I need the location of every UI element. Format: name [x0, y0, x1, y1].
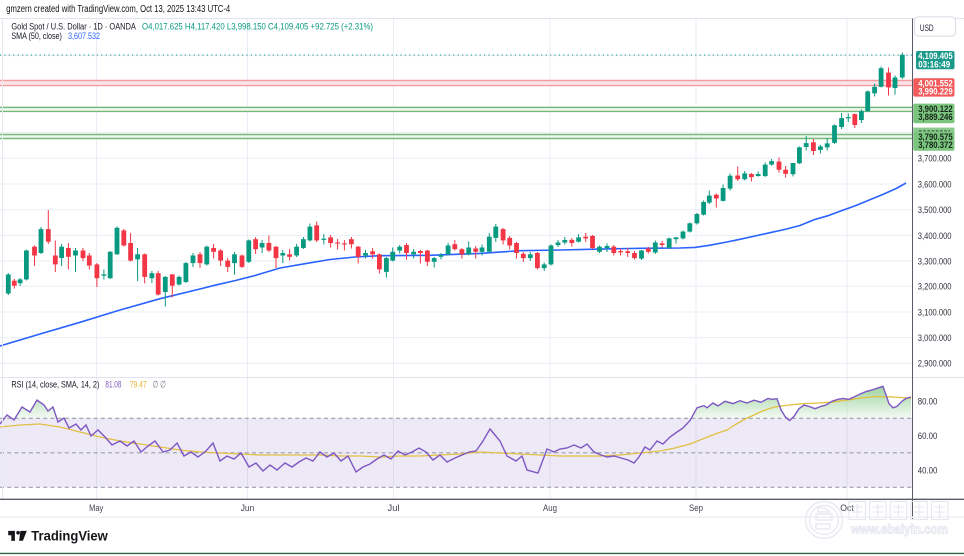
svg-text:60.00: 60.00: [918, 431, 938, 441]
svg-text:80.00: 80.00: [918, 396, 938, 406]
svg-text:3,100.000: 3,100.000: [918, 307, 952, 317]
svg-text:gmzern created with TradingVie: gmzern created with TradingView.com, Oct…: [6, 4, 230, 15]
svg-text:3,000.000: 3,000.000: [918, 333, 952, 343]
svg-text:40.00: 40.00: [918, 466, 938, 476]
svg-text:3,889.246: 3,889.246: [918, 112, 953, 122]
svg-text:3,400.000: 3,400.000: [918, 231, 952, 241]
svg-text:3,300.000: 3,300.000: [918, 256, 952, 266]
svg-text:4,109.405: 4,109.405: [918, 51, 953, 61]
svg-text:4,001.552: 4,001.552: [918, 79, 953, 89]
svg-text:3,600.000: 3,600.000: [918, 179, 952, 189]
svg-text:3,700.000: 3,700.000: [918, 154, 952, 164]
svg-text:RSI (14, close, SMA, 14, 2): RSI (14, close, SMA, 14, 2): [11, 379, 99, 390]
svg-text:USD: USD: [920, 23, 934, 34]
svg-text:2,900.000: 2,900.000: [918, 359, 952, 369]
svg-text:Jun: Jun: [241, 503, 255, 514]
svg-text:Oct: Oct: [840, 503, 854, 514]
svg-text:Gold Spot / U.S. Dollar · 1D ·: Gold Spot / U.S. Dollar · 1D · OANDA: [11, 21, 136, 32]
svg-text:SMA (50, close): SMA (50, close): [11, 31, 62, 42]
svg-text:TradingView: TradingView: [31, 528, 108, 544]
svg-text:79.47: 79.47: [130, 379, 147, 390]
svg-text:Sep: Sep: [689, 503, 703, 514]
svg-text:3,780.372: 3,780.372: [918, 140, 953, 150]
svg-text:3,607.532: 3,607.532: [68, 31, 100, 42]
svg-text:3,990.229: 3,990.229: [918, 87, 953, 97]
svg-text:O4,017.625 H4,117.420 L3,998.1: O4,017.625 H4,117.420 L3,998.150 C4,109.…: [142, 21, 373, 32]
svg-text:3,200.000: 3,200.000: [918, 282, 952, 292]
svg-text:Jul: Jul: [388, 503, 400, 514]
svg-text:∅ ∅: ∅ ∅: [153, 380, 167, 391]
svg-text:May: May: [89, 503, 103, 514]
svg-text:www.ebaiyin.com: www.ebaiyin.com: [850, 523, 948, 537]
svg-text:81.08: 81.08: [105, 379, 121, 390]
svg-text:3,900.122: 3,900.122: [918, 104, 953, 114]
svg-text:Aug: Aug: [543, 503, 557, 514]
svg-text:3,790.575: 3,790.575: [918, 132, 953, 142]
svg-text:03:16:49: 03:16:49: [918, 59, 950, 69]
svg-text:3,500.000: 3,500.000: [918, 205, 952, 215]
